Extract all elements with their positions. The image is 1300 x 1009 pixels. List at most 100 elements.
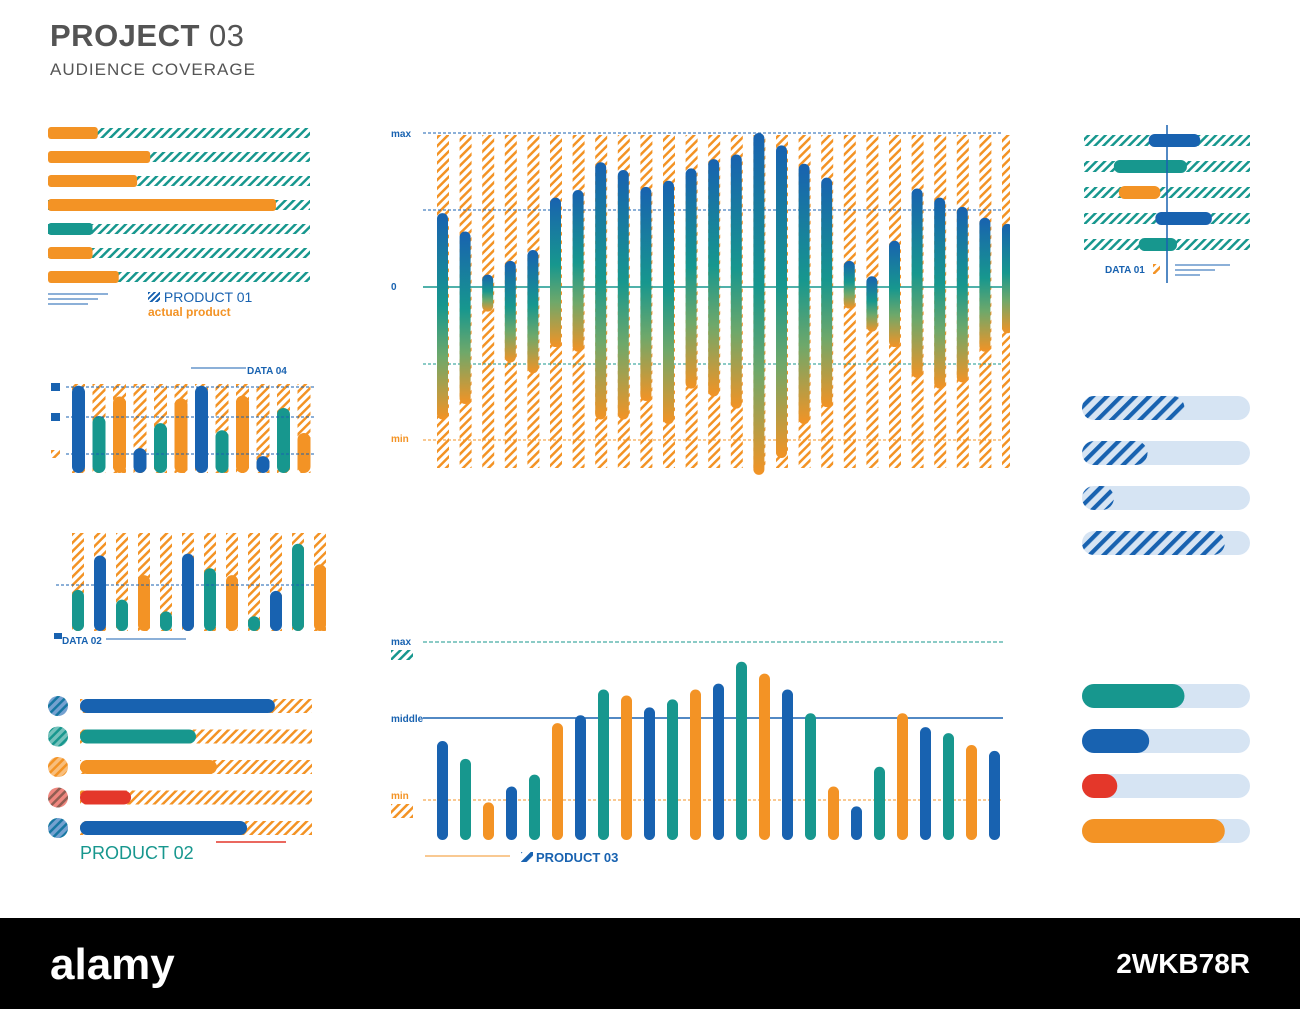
product01-sublabel: actual product bbox=[148, 305, 231, 319]
bar-11 bbox=[297, 432, 311, 473]
progress-track-2 bbox=[1082, 774, 1250, 798]
bar-21 bbox=[911, 188, 923, 378]
bar-track-6 bbox=[48, 272, 310, 282]
legend-circle-fill-3 bbox=[48, 787, 68, 808]
watermark-brand: alamy bbox=[50, 940, 175, 989]
bar-track-0 bbox=[48, 128, 310, 138]
bar-10 bbox=[667, 699, 678, 840]
product03-label: PRODUCT 03 bbox=[536, 850, 618, 865]
bar-4 bbox=[527, 250, 539, 374]
main-chart-panel: max 0 min bbox=[385, 120, 1014, 485]
bar-18 bbox=[843, 260, 855, 309]
bar-track-3 bbox=[80, 790, 312, 805]
page-subtitle: AUDIENCE COVERAGE bbox=[50, 60, 256, 79]
data02-chart bbox=[54, 533, 326, 640]
bar-9 bbox=[270, 590, 282, 631]
progress-track-2 bbox=[1082, 486, 1250, 510]
hatch-icon bbox=[148, 292, 160, 302]
watermark-footer: alamy 2WKB78R bbox=[0, 918, 1300, 1009]
legend-circle-fill-2 bbox=[48, 757, 68, 777]
bar-22 bbox=[943, 733, 954, 840]
bar-7 bbox=[595, 162, 607, 420]
bar-6 bbox=[572, 189, 584, 352]
bar-5 bbox=[550, 197, 561, 348]
data02-label: DATA 02 bbox=[62, 636, 102, 647]
bar-14 bbox=[753, 133, 765, 475]
axis-label-max: max bbox=[391, 637, 411, 648]
axis-marker-2 bbox=[51, 450, 60, 458]
axis-marker-max bbox=[391, 650, 413, 660]
bar-16 bbox=[805, 713, 816, 840]
bar-0 bbox=[437, 741, 448, 840]
bar-2 bbox=[116, 599, 128, 631]
main-chart: max 0 min bbox=[391, 129, 1014, 475]
bar-1 bbox=[459, 231, 471, 405]
bar-18 bbox=[851, 806, 862, 840]
bar-0 bbox=[48, 127, 98, 139]
bar-12 bbox=[708, 159, 720, 397]
data04-chart bbox=[51, 367, 316, 473]
bar-2 bbox=[113, 396, 126, 473]
bar-8 bbox=[236, 395, 249, 473]
bar-3 bbox=[133, 448, 147, 473]
bar-25 bbox=[1002, 223, 1013, 334]
bar-3 bbox=[1155, 212, 1212, 225]
data02-panel bbox=[46, 525, 326, 655]
progress-fill-2 bbox=[1082, 486, 1114, 510]
bar-7 bbox=[226, 575, 238, 631]
title-number: 03 bbox=[209, 18, 245, 53]
bar-2 bbox=[482, 274, 494, 312]
progress-fill-0 bbox=[1082, 396, 1185, 420]
bar-track-1 bbox=[48, 152, 310, 162]
bar-23 bbox=[956, 206, 968, 383]
bar-8 bbox=[621, 695, 632, 840]
bar-19 bbox=[866, 276, 878, 332]
bar-4 bbox=[80, 821, 248, 835]
bar-2 bbox=[80, 760, 217, 774]
bar-12 bbox=[713, 683, 724, 840]
bar-6 bbox=[204, 568, 216, 631]
bar-3 bbox=[48, 199, 276, 211]
bar-13 bbox=[736, 661, 747, 840]
bar-9 bbox=[256, 456, 270, 473]
axis-label-middle: middle bbox=[391, 714, 424, 725]
axis-label-min: min bbox=[391, 434, 409, 445]
bar-5 bbox=[182, 553, 194, 631]
bar-5 bbox=[552, 723, 563, 840]
progress-fill-3 bbox=[1082, 531, 1225, 555]
bar-8 bbox=[248, 616, 260, 631]
bar-1 bbox=[1113, 160, 1187, 173]
axis-marker-1 bbox=[51, 413, 60, 421]
data01-label: DATA 01 bbox=[1105, 265, 1145, 276]
legend-circle-fill-1 bbox=[48, 726, 68, 747]
progress-fill-3 bbox=[1082, 819, 1225, 843]
bar-0 bbox=[72, 385, 85, 473]
product03-panel: max middle min PRODUCT 03 bbox=[385, 630, 1010, 875]
legend-marker bbox=[521, 852, 533, 862]
bar-16 bbox=[798, 163, 810, 425]
hatch-column-9 bbox=[256, 384, 270, 473]
hatched-progress-chart bbox=[1082, 396, 1250, 555]
bar-21 bbox=[920, 727, 931, 840]
progress-fill-2 bbox=[1082, 774, 1118, 798]
bar-1 bbox=[92, 416, 106, 473]
axis-marker-min bbox=[391, 804, 413, 818]
page-title: PROJECT 03 bbox=[50, 18, 256, 54]
product01-panel bbox=[48, 122, 318, 327]
bar-3 bbox=[504, 260, 516, 363]
bar-track-5 bbox=[48, 248, 310, 258]
bar-23 bbox=[966, 744, 977, 840]
bar-4 bbox=[48, 223, 93, 235]
bar-6 bbox=[575, 715, 586, 840]
bar-track-4 bbox=[48, 224, 310, 234]
bar-20 bbox=[889, 240, 900, 348]
axis-label-min: min bbox=[391, 791, 409, 802]
product01-label: PRODUCT 01 bbox=[163, 289, 253, 305]
bar-11 bbox=[314, 564, 326, 631]
bar-3 bbox=[138, 575, 150, 631]
bar-4 bbox=[154, 423, 167, 473]
bar-7 bbox=[215, 430, 229, 473]
bar-17 bbox=[821, 177, 833, 408]
bar-3 bbox=[506, 786, 517, 840]
bar-2 bbox=[483, 802, 494, 840]
